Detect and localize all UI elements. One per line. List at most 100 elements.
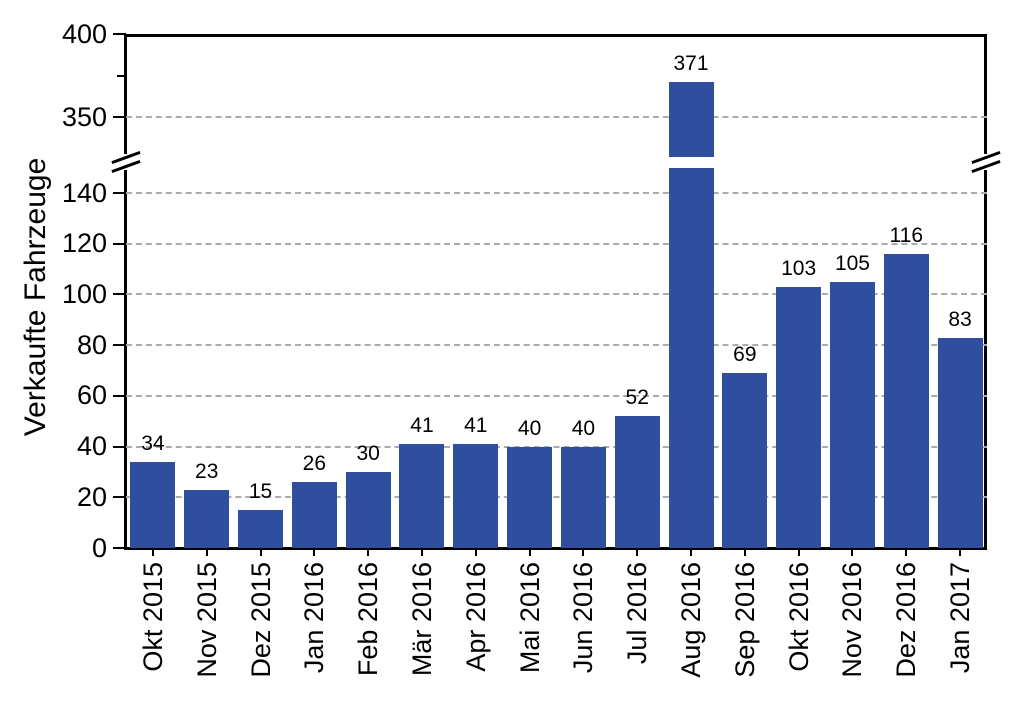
x-tick-label: Feb 2016 (353, 562, 384, 677)
x-axis-tick (313, 548, 316, 556)
bar-value-label: 83 (948, 307, 972, 331)
x-tick-label: Jan 2017 (945, 562, 976, 674)
bar-value-label: 23 (195, 459, 219, 483)
bar-value-label: 371 (673, 52, 709, 76)
gridline (126, 242, 987, 245)
gridline (126, 394, 987, 397)
x-axis-tick (151, 548, 154, 556)
bar-value-label: 103 (781, 256, 817, 280)
bar (130, 461, 176, 548)
x-axis-tick (420, 548, 423, 556)
x-axis-tick (528, 548, 531, 556)
y-tick-label: 60 (76, 380, 107, 411)
x-tick-label: Mär 2016 (406, 562, 437, 677)
x-axis-line (124, 547, 987, 550)
x-axis-tick (851, 548, 854, 556)
x-tick-label: Dez 2016 (891, 562, 922, 678)
bar-upper-segment (668, 82, 714, 157)
bar (291, 482, 337, 548)
bar (507, 446, 553, 548)
bar (937, 337, 983, 548)
x-tick-label: Jul 2016 (622, 562, 653, 665)
bar-value-label: 52 (625, 386, 649, 410)
y-axis-line-lower (124, 170, 127, 550)
bar-value-label: 41 (410, 414, 434, 438)
bar (345, 471, 391, 548)
x-axis-tick (959, 548, 962, 556)
y-axis-tick (113, 496, 126, 499)
y-tick-label: 40 (76, 431, 107, 462)
gridline (126, 192, 987, 194)
x-tick-label: Mai 2016 (514, 562, 545, 674)
bar (776, 286, 822, 548)
gridline (126, 496, 987, 499)
y-axis-tick (113, 293, 126, 296)
y-tick-label: 140 (61, 177, 107, 208)
y-tick-label: 350 (61, 101, 107, 132)
x-axis-tick (582, 548, 585, 556)
y-axis-line-upper (124, 34, 127, 154)
right-frame-line-lower (984, 170, 987, 550)
x-axis-tick (743, 548, 746, 556)
x-tick-label: Aug 2016 (676, 562, 707, 678)
y-tick-label: 120 (61, 228, 107, 259)
y-axis-tick (113, 33, 126, 35)
bar-value-label: 15 (248, 479, 273, 503)
y-axis-tick (113, 445, 126, 448)
x-axis-tick (367, 548, 370, 556)
bar-lower-segment (668, 168, 714, 548)
bar (722, 373, 768, 548)
bar (560, 446, 606, 548)
bar-value-label: 116 (889, 223, 924, 247)
bar-value-label: 34 (141, 431, 165, 455)
y-tick-label: 0 (91, 532, 107, 563)
bar-value-label: 105 (834, 251, 870, 275)
x-tick-label: Nov 2016 (837, 562, 868, 678)
y-tick-label: 400 (61, 18, 107, 49)
y-axis-tick (113, 116, 126, 118)
bar (614, 416, 660, 548)
x-tick-label: Nov 2015 (191, 562, 222, 678)
bar (238, 509, 284, 548)
x-axis-tick (205, 548, 208, 556)
x-tick-label: Apr 2016 (460, 562, 491, 672)
y-tick-label: 20 (76, 481, 107, 512)
y-axis-minor-tick (117, 74, 126, 77)
bar (184, 489, 230, 548)
bar (453, 444, 499, 548)
x-tick-label: Dez 2015 (245, 562, 276, 678)
gridline (126, 293, 987, 296)
y-tick-label: 100 (61, 278, 107, 309)
y-axis-tick (113, 192, 126, 194)
x-axis-tick (474, 548, 477, 556)
bar-value-label: 40 (571, 416, 596, 440)
y-axis-tick (113, 344, 126, 347)
x-axis-tick (797, 548, 800, 556)
bar (829, 281, 875, 548)
bar-value-label: 26 (302, 452, 327, 476)
x-tick-label: Jan 2016 (299, 562, 330, 674)
x-axis-tick (259, 548, 262, 556)
x-axis-tick (690, 548, 693, 556)
x-tick-label: Sep 2016 (729, 562, 760, 678)
y-axis-tick (113, 394, 126, 397)
bar (883, 253, 929, 548)
gridline (126, 344, 987, 347)
bar-value-label: 30 (356, 441, 380, 465)
x-tick-label: Jun 2016 (568, 562, 599, 674)
y-tick-label: 80 (76, 329, 107, 360)
bar-value-label: 41 (464, 414, 488, 438)
y-axis-tick (113, 547, 126, 549)
y-axis-tick (113, 242, 126, 245)
bar-value-label: 40 (517, 416, 542, 440)
x-axis-tick (636, 548, 639, 556)
x-tick-label: Okt 2015 (137, 562, 168, 672)
bar-value-label: 69 (733, 343, 757, 367)
x-axis-tick (905, 548, 908, 556)
gridline (126, 445, 987, 448)
gridline (126, 116, 987, 118)
bar (399, 444, 445, 548)
right-frame-line-upper (984, 34, 987, 154)
top-frame-line (124, 34, 987, 37)
